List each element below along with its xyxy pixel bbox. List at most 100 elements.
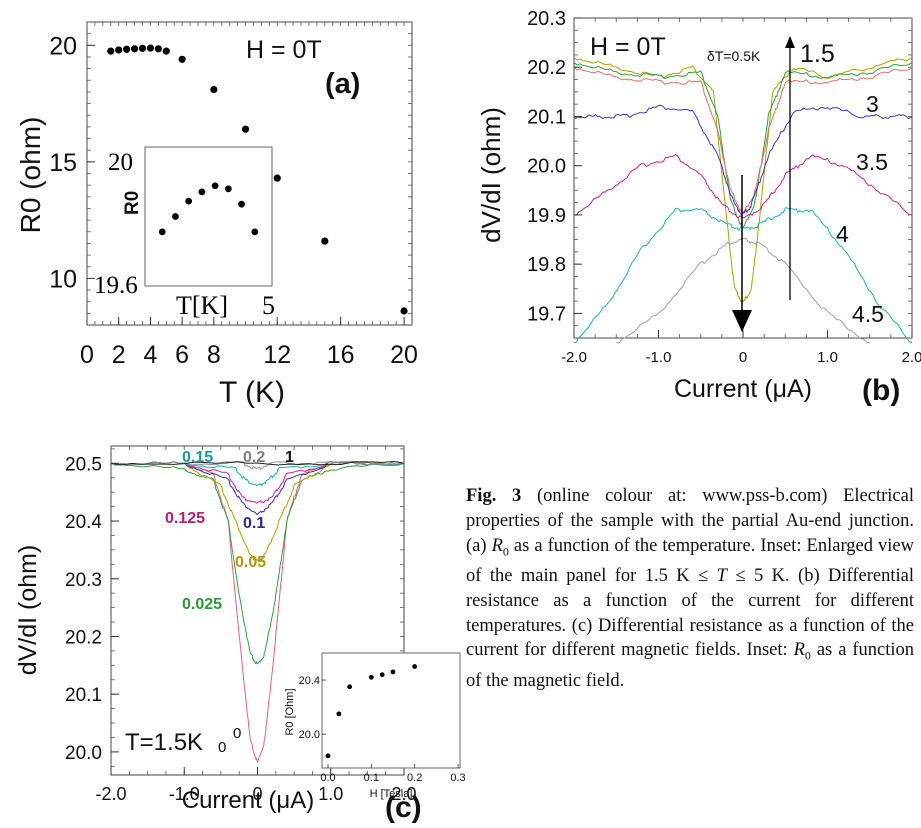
panel-a-xtick-label: 16 [327, 341, 355, 369]
panel-c-series-line [110, 461, 405, 504]
panel-c-series-label: 1 [285, 449, 294, 466]
panel-c-xtick-label: 1.0 [318, 784, 343, 804]
panel-b-xtick-label: -2.0 [561, 349, 587, 366]
panel-b-xtick-label: 0 [739, 349, 747, 366]
panel-a-ytick-label: 20 [49, 32, 77, 60]
panel-b-series-line [573, 207, 913, 344]
caption-r0-sub: 0 [502, 544, 509, 559]
panel-c-ylabel: dV/dI (ohm) [14, 545, 42, 676]
panel-a-point [115, 46, 123, 54]
panel-a: 0 2 4 6 8 12 16 20 10 15 20 T (K) R0 (ohm) H = 0T(a) 2… [15, 21, 418, 409]
panel-b-xlabel: Current (μA) [674, 375, 812, 403]
panel-c-series-label: 0.15 [182, 449, 213, 466]
panel-c-inset-xlabel: H [Tesla] [370, 788, 413, 800]
panel-c-inset-point [368, 674, 374, 680]
panel-c: -2.0 -1.0 0 1.0 2.0 20.0 20.1 20.2 20.3 20.4 20.5 0… [14, 445, 466, 824]
panel-c-series-line [110, 460, 405, 466]
panel-c-inset-point [325, 753, 331, 759]
panel-b-ytick-label: 20.3 [527, 8, 566, 30]
panel-c-series-label: 0.05 [235, 554, 266, 571]
panel-a-inset-point [211, 182, 219, 190]
panel-c-series-line [110, 460, 405, 563]
panel-a-xtick-label: 2 [112, 341, 126, 369]
panel-a-point [400, 307, 408, 315]
panel-c-inset-xtick-label: 0.1 [364, 772, 379, 784]
caption-text-1: (online colour at: www.pss-b.com) Electr… [466, 486, 914, 556]
panel-a-inset-ylabel: R0 [122, 191, 143, 215]
figure-caption: Fig. 3 (online colour at: www.pss-b.com)… [466, 484, 914, 694]
panel-b-xtick-label: -1.0 [646, 349, 672, 366]
panel-a-inset-ytick-top: 20 [108, 149, 133, 176]
panel-c-series-line [110, 461, 405, 487]
panel-a-inset-point [238, 200, 245, 208]
panel-b-series-line [616, 237, 870, 344]
panel-c-inset-ytick-label: 20.4 [299, 675, 320, 687]
panel-b-series-line [573, 66, 913, 214]
panel-b-series-line [573, 154, 913, 219]
panel-c-series-label: 0.2 [243, 449, 265, 466]
panel-b-series-label: 4.5 [852, 301, 884, 327]
panel-b-panel-label: (b) [862, 374, 900, 407]
panel-b-series-label: 3.5 [856, 149, 888, 175]
panel-c-series-label: 0.025 [182, 596, 222, 613]
caption-fig-label: Fig. 3 [466, 486, 522, 506]
panel-c-series-label: 0 [218, 739, 226, 756]
panel-a-panel-label: (a) [325, 68, 360, 100]
panel-b-series-line [573, 56, 913, 306]
panel-a-inset-point [251, 228, 259, 236]
caption-text-3: ≤ 5 K. (b) Differential resistance as a … [466, 566, 914, 661]
panel-b-up-arrow-head [785, 36, 795, 48]
panel-c-series-label: 0.1 [243, 515, 265, 532]
panel-b: -2.0 -1.0 0 1.0 2.0 19.7 19.8 19.9 20.0 20.1 20.2 2… [476, 8, 921, 407]
panel-a-point [146, 44, 155, 52]
panel-a-annotation: H = 0T [246, 36, 322, 64]
panel-c-ytick-label: 20.3 [65, 570, 102, 591]
panel-a-point [123, 45, 131, 53]
caption-r0-symbol: R [491, 535, 503, 556]
panel-c-series-line [110, 461, 405, 515]
panel-b-ytick-label: 20.2 [527, 57, 566, 79]
panel-c-inset-xtick-label: 0.0 [320, 772, 335, 784]
panel-a-point [210, 85, 218, 94]
caption-r0-sub-2: 0 [804, 649, 811, 664]
panel-a-ylabel: R0 (ohm) [15, 117, 46, 234]
panel-c-inset-point [347, 684, 353, 690]
panel-c-ytick-label: 20.0 [65, 743, 102, 764]
panel-c-ytick-label: 20.1 [65, 685, 102, 706]
panel-a-point [321, 237, 329, 245]
panel-c-annotation-superscript: 0 [233, 725, 241, 742]
panel-b-annotation: H = 0T [590, 33, 666, 61]
panel-b-series-label: 1.5 [800, 40, 835, 68]
panel-c-series-line [110, 460, 405, 471]
panel-a-point [107, 47, 115, 55]
panel-b-ytick-label: 20.1 [527, 106, 566, 128]
panel-a-inset-point [198, 188, 206, 196]
panel-c-inset-xtick-label: 0.2 [407, 772, 422, 784]
panel-a-inset-point [158, 228, 166, 236]
panel-a-inset-xlabel: T[K] [176, 291, 228, 320]
panel-a-xtick-label: 4 [143, 341, 157, 369]
panel-a-point [138, 44, 147, 52]
panel-a-point [130, 45, 139, 53]
panel-a-inset-point [185, 197, 193, 205]
panel-b-xtick-label: 2.0 [902, 349, 921, 366]
panel-c-inset-ytick-label: 20.0 [299, 729, 320, 741]
panel-c-inset-xtick-label: 0.3 [450, 772, 465, 784]
panel-a-inset-point [172, 213, 179, 220]
panel-c-series-label: 0.125 [165, 510, 205, 527]
caption-r0-symbol-2: R [793, 640, 805, 661]
panel-c-xtick-label: 0 [252, 784, 262, 804]
panel-a-point [241, 125, 250, 133]
panel-a-ytick-label: 15 [49, 149, 77, 177]
panel-c-inset-ylabel: R0 [Ohm] [284, 688, 296, 735]
panel-b-series-line [573, 61, 913, 229]
panel-c-inset-point [390, 669, 396, 675]
panel-a-point [154, 45, 162, 53]
panel-c-panel-label: (c) [385, 791, 422, 824]
panel-a-xtick-label: 12 [263, 341, 291, 369]
caption-text-4: as a function of the magnetic field. [466, 640, 915, 691]
panel-b-ytick-label: 19.8 [527, 254, 566, 276]
panel-c-inset-point [412, 664, 418, 669]
panel-c-ytick-label: 20.4 [65, 512, 102, 533]
